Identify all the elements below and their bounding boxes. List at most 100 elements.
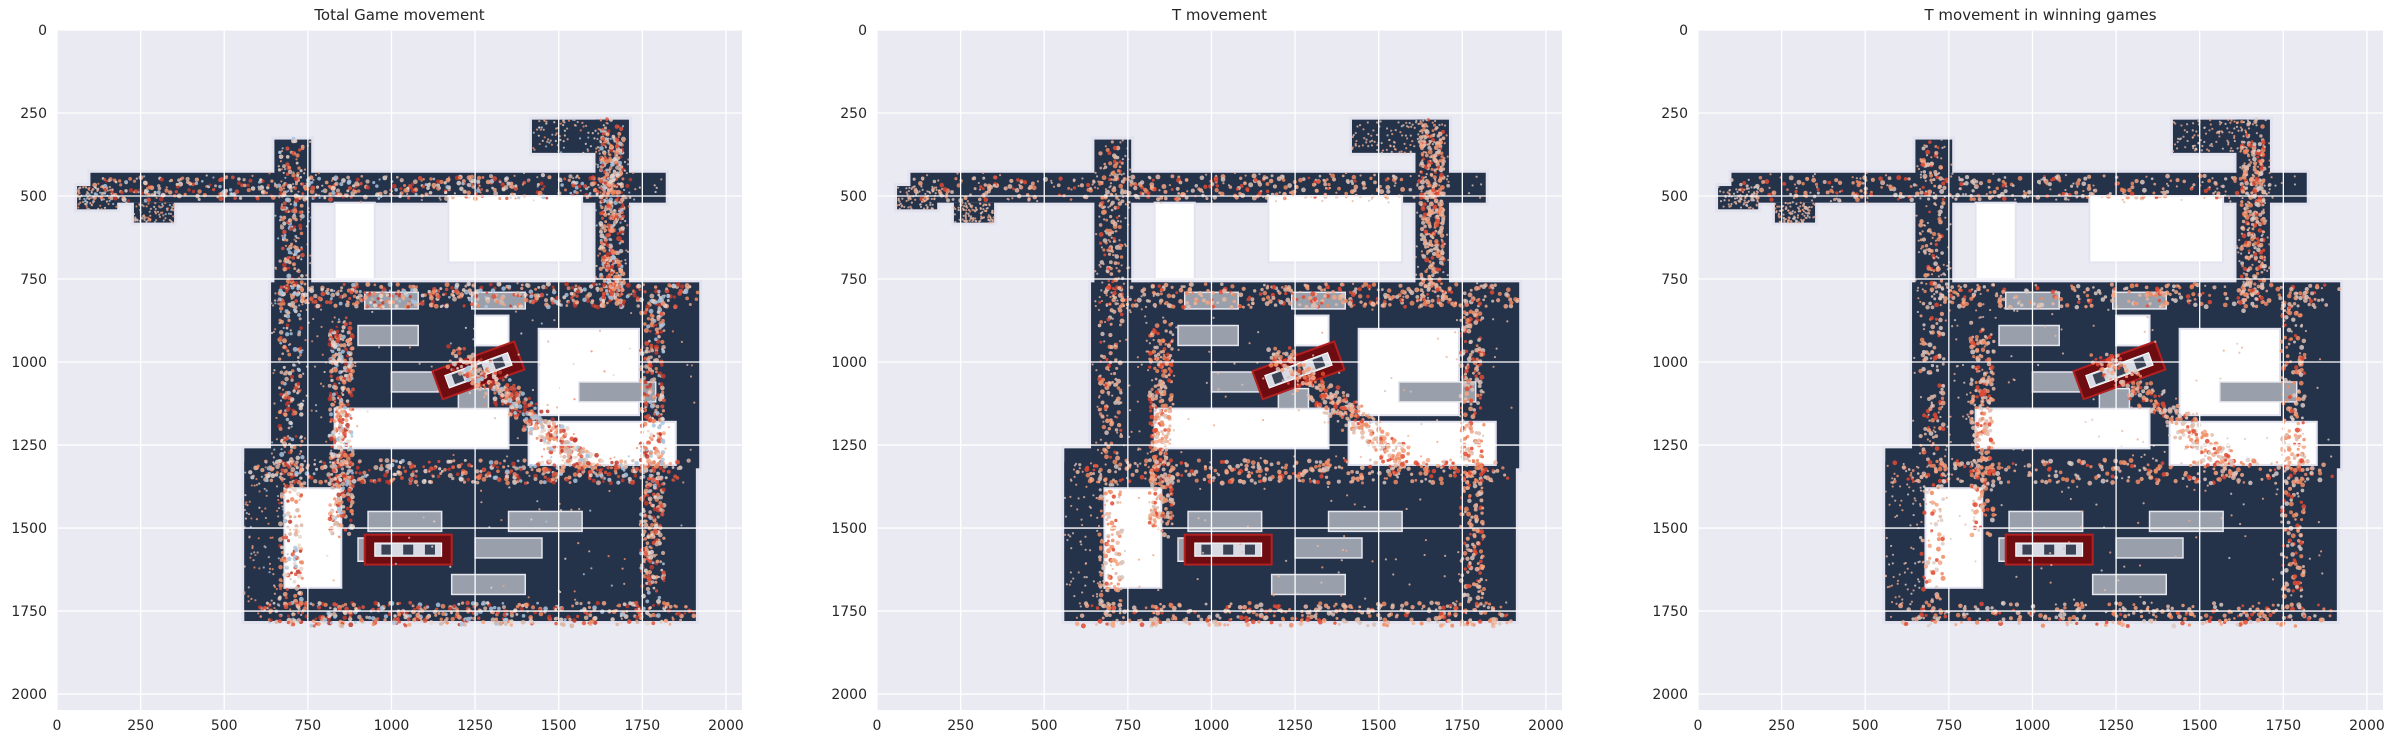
movement-point: [460, 601, 465, 605]
movement-point: [1079, 183, 1084, 188]
movement-point: [246, 504, 249, 507]
movement-point: [399, 475, 404, 480]
movement-point: [649, 403, 655, 409]
movement-point: [340, 400, 343, 403]
movement-point: [259, 178, 263, 182]
movement-point: [78, 197, 81, 201]
movement-point: [572, 618, 577, 623]
movement-point: [585, 457, 589, 461]
movement-point: [602, 480, 605, 483]
movement-point: [348, 321, 352, 326]
movement-point: [418, 302, 421, 306]
movement-point: [394, 304, 399, 309]
movement-point: [552, 463, 557, 467]
movement-point: [636, 304, 641, 308]
movement-point: [608, 276, 612, 279]
movement-point: [324, 180, 329, 185]
movement-point: [278, 196, 281, 199]
movement-point: [453, 353, 459, 359]
movement-point: [543, 475, 547, 479]
movement-point: [295, 508, 300, 513]
movement-point: [531, 388, 535, 392]
movement-point: [285, 182, 289, 186]
movement-point: [646, 316, 651, 321]
movement-point: [452, 296, 457, 302]
movement-point: [300, 252, 305, 258]
movement-point: [270, 331, 274, 335]
movement-point: [659, 382, 664, 387]
movement-point: [604, 236, 607, 239]
movement-point: [645, 480, 648, 484]
movement-point: [599, 459, 604, 464]
movement-point: [212, 176, 215, 179]
movement-point: [427, 479, 432, 484]
movement-point: [265, 461, 268, 464]
movement-point: [379, 298, 383, 302]
movement-point: [551, 301, 555, 305]
movement-point: [439, 198, 442, 201]
movement-point: [683, 289, 689, 295]
movement-point: [560, 183, 564, 187]
movement-point: [603, 181, 607, 185]
y-tick-label: 1250: [11, 438, 47, 454]
movement-point: [544, 286, 548, 290]
movement-point: [597, 183, 600, 187]
movement-point: [489, 178, 495, 184]
movement-point: [253, 566, 256, 569]
movement-point: [77, 189, 81, 192]
movement-point: [286, 614, 290, 618]
movement-point: [505, 480, 510, 486]
movement-point: [454, 282, 460, 288]
movement-point: [408, 295, 412, 299]
movement-point: [358, 459, 362, 464]
movement-point: [643, 500, 649, 506]
movement-point: [348, 356, 354, 362]
movement-point: [1030, 181, 1035, 186]
movement-point: [652, 483, 657, 488]
movement-point: [296, 529, 300, 533]
movement-point: [322, 617, 328, 622]
movement-point: [615, 261, 618, 264]
movement-point: [286, 539, 291, 543]
movement-point: [294, 530, 298, 534]
movement-point: [369, 478, 374, 483]
movement-point: [506, 374, 509, 377]
movement-point: [562, 119, 565, 122]
movement-point: [304, 199, 307, 202]
movement-point: [661, 440, 666, 444]
movement-point: [1400, 187, 1406, 192]
movement-point: [1143, 187, 1148, 192]
movement-point: [340, 349, 345, 354]
movement-point: [289, 480, 292, 484]
movement-point: [275, 509, 279, 512]
movement-point: [671, 466, 675, 469]
movement-point: [274, 619, 279, 625]
map-wall: [1103, 487, 1163, 589]
movement-point: [606, 225, 609, 229]
movement-point: [633, 473, 638, 478]
movement-point: [298, 254, 301, 258]
movement-point: [641, 392, 647, 397]
movement-point: [310, 285, 314, 290]
movement-point: [532, 426, 537, 430]
movement-point: [551, 285, 555, 289]
movement-point: [649, 454, 653, 458]
movement-point: [387, 612, 392, 617]
movement-point: [277, 515, 280, 518]
movement-point: [659, 508, 663, 512]
movement-point: [594, 452, 599, 458]
movement-point: [475, 480, 480, 485]
movement-point: [647, 339, 651, 343]
movement-point: [289, 184, 293, 187]
movement-point: [547, 424, 551, 429]
movement-point: [347, 325, 353, 331]
movement-point: [259, 615, 263, 618]
movement-point: [266, 607, 269, 610]
movement-point: [1373, 180, 1377, 185]
movement-point: [526, 425, 530, 428]
movement-point: [327, 342, 332, 347]
movement-point: [450, 351, 455, 356]
movement-point: [650, 477, 656, 483]
movement-point: [660, 363, 664, 367]
movement-point: [345, 348, 349, 352]
